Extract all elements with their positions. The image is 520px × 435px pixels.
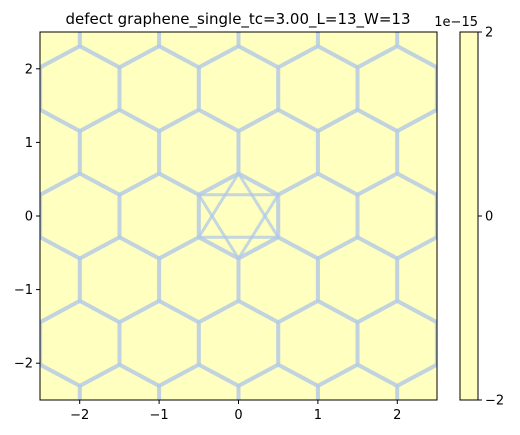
lattice-hexagon [120,0,199,4]
lattice-hexagon [40,428,119,435]
lattice-hexagon [40,319,43,367]
y-tick-label: 2 [25,62,33,77]
lattice-hexagon [516,174,520,259]
lattice-hexagon [77,32,162,70]
lattice-hexagon [437,0,516,4]
x-tick-label: 1 [314,408,322,423]
lattice-hexagon [40,0,119,4]
lattice-hexagon [516,428,520,435]
defect-hexagram [197,172,280,260]
lattice-hexagon [278,0,357,4]
lattice-hexagon [437,428,516,435]
lattice-hexagon [0,0,40,4]
lattice-hexagon [236,32,320,70]
colorbar-tick-label: 0 [485,210,493,225]
lattice-hexagon [40,65,43,113]
x-tick-label: 0 [234,408,242,423]
lattice-hexagon [477,110,520,195]
lattice-hexagon [477,0,520,67]
colorbar-axis: −2 0 2 [478,26,504,409]
y-axis: −2 −1 0 1 2 [14,62,40,372]
lattice-hexagon [40,192,43,240]
defect-triangle-down [197,193,280,260]
y-tick-label: −1 [14,283,33,298]
colorbar [460,32,478,400]
lattice-hexagon [199,0,278,4]
x-tick-label: −2 [70,408,89,423]
x-axis: −2 −1 0 1 2 [70,400,401,423]
x-tick-label: 2 [393,408,401,423]
colorbar-offset-label: 1e−15 [434,15,478,30]
colorbar-tick-label: 2 [485,26,493,41]
y-tick-label: −2 [14,357,33,372]
lattice-hexagon [199,428,278,435]
defect-triangle-up [197,172,280,239]
y-tick-label: 0 [25,210,33,225]
lattice-hexagon [120,428,199,435]
lattice-hexagon [477,237,520,322]
lattice-hexagon [358,428,437,435]
lattice-hexagon [516,46,520,131]
chart-title: defect graphene_single_tc=3.00_L=13_W=13 [65,10,410,29]
lattice-hexagon [358,0,437,4]
lattice-hexagon [157,32,241,70]
lattice-hexagon [516,301,520,386]
colorbar-tick-label: −2 [485,394,504,409]
x-tick-label: −1 [150,408,169,423]
lattice-hexagon [0,428,40,435]
plot-area [40,32,437,400]
lattice-hexagon [516,0,520,4]
lattice-hexagon [278,428,357,435]
lattice-hexagon [315,32,400,70]
y-tick-label: 1 [25,136,33,151]
